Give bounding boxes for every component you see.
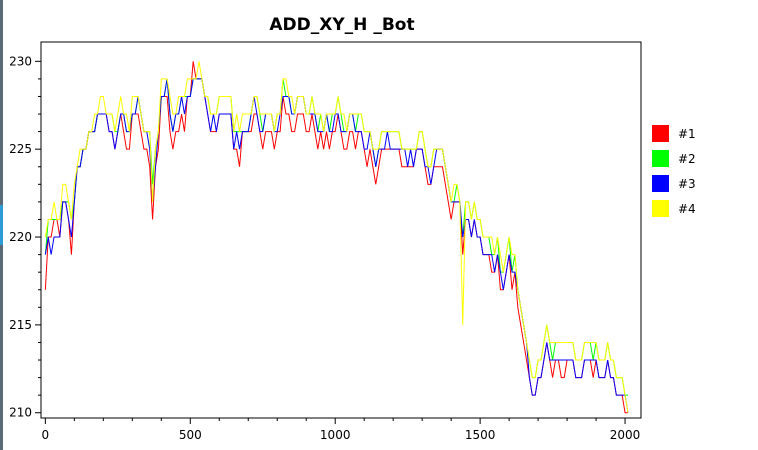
legend-item-2: #2 — [652, 146, 696, 171]
legend-swatch — [652, 150, 669, 167]
legend-label: #4 — [678, 201, 696, 216]
x-tick-label: 500 — [179, 428, 202, 442]
legend: #1 #2 #3 #4 — [652, 121, 696, 221]
legend-label: #2 — [678, 151, 696, 166]
y-tick-label: 215 — [9, 318, 32, 332]
y-tick-label: 220 — [9, 230, 32, 244]
legend-swatch — [652, 200, 669, 217]
legend-swatch — [652, 175, 669, 192]
series-line-3 — [44, 78, 629, 413]
series-line-2 — [44, 78, 628, 396]
window-edge-accent — [0, 205, 3, 245]
legend-swatch — [652, 125, 669, 142]
series-layer — [44, 61, 629, 414]
series-line-4 — [44, 61, 629, 413]
legend-item-4: #4 — [652, 196, 696, 221]
x-tick-label: 1500 — [465, 428, 496, 442]
window-left-edge — [0, 0, 3, 450]
legend-label: #3 — [678, 176, 696, 191]
legend-item-3: #3 — [652, 171, 696, 196]
legend-item-1: #1 — [652, 121, 696, 146]
plot-area-frame — [40, 41, 642, 419]
y-tick-label: 225 — [9, 142, 32, 156]
y-tick-label: 210 — [9, 406, 32, 420]
legend-label: #1 — [678, 126, 696, 141]
x-tick-label: 1000 — [320, 428, 351, 442]
x-tick-label: 2000 — [610, 428, 641, 442]
x-tick-label: 0 — [42, 428, 50, 442]
axes-layer: 0 500 1000 1500 2000 210 215 220 225 230 — [9, 54, 640, 442]
y-tick-label: 230 — [9, 54, 32, 68]
chart-title: ADD_XY_H _Bot — [269, 15, 414, 35]
